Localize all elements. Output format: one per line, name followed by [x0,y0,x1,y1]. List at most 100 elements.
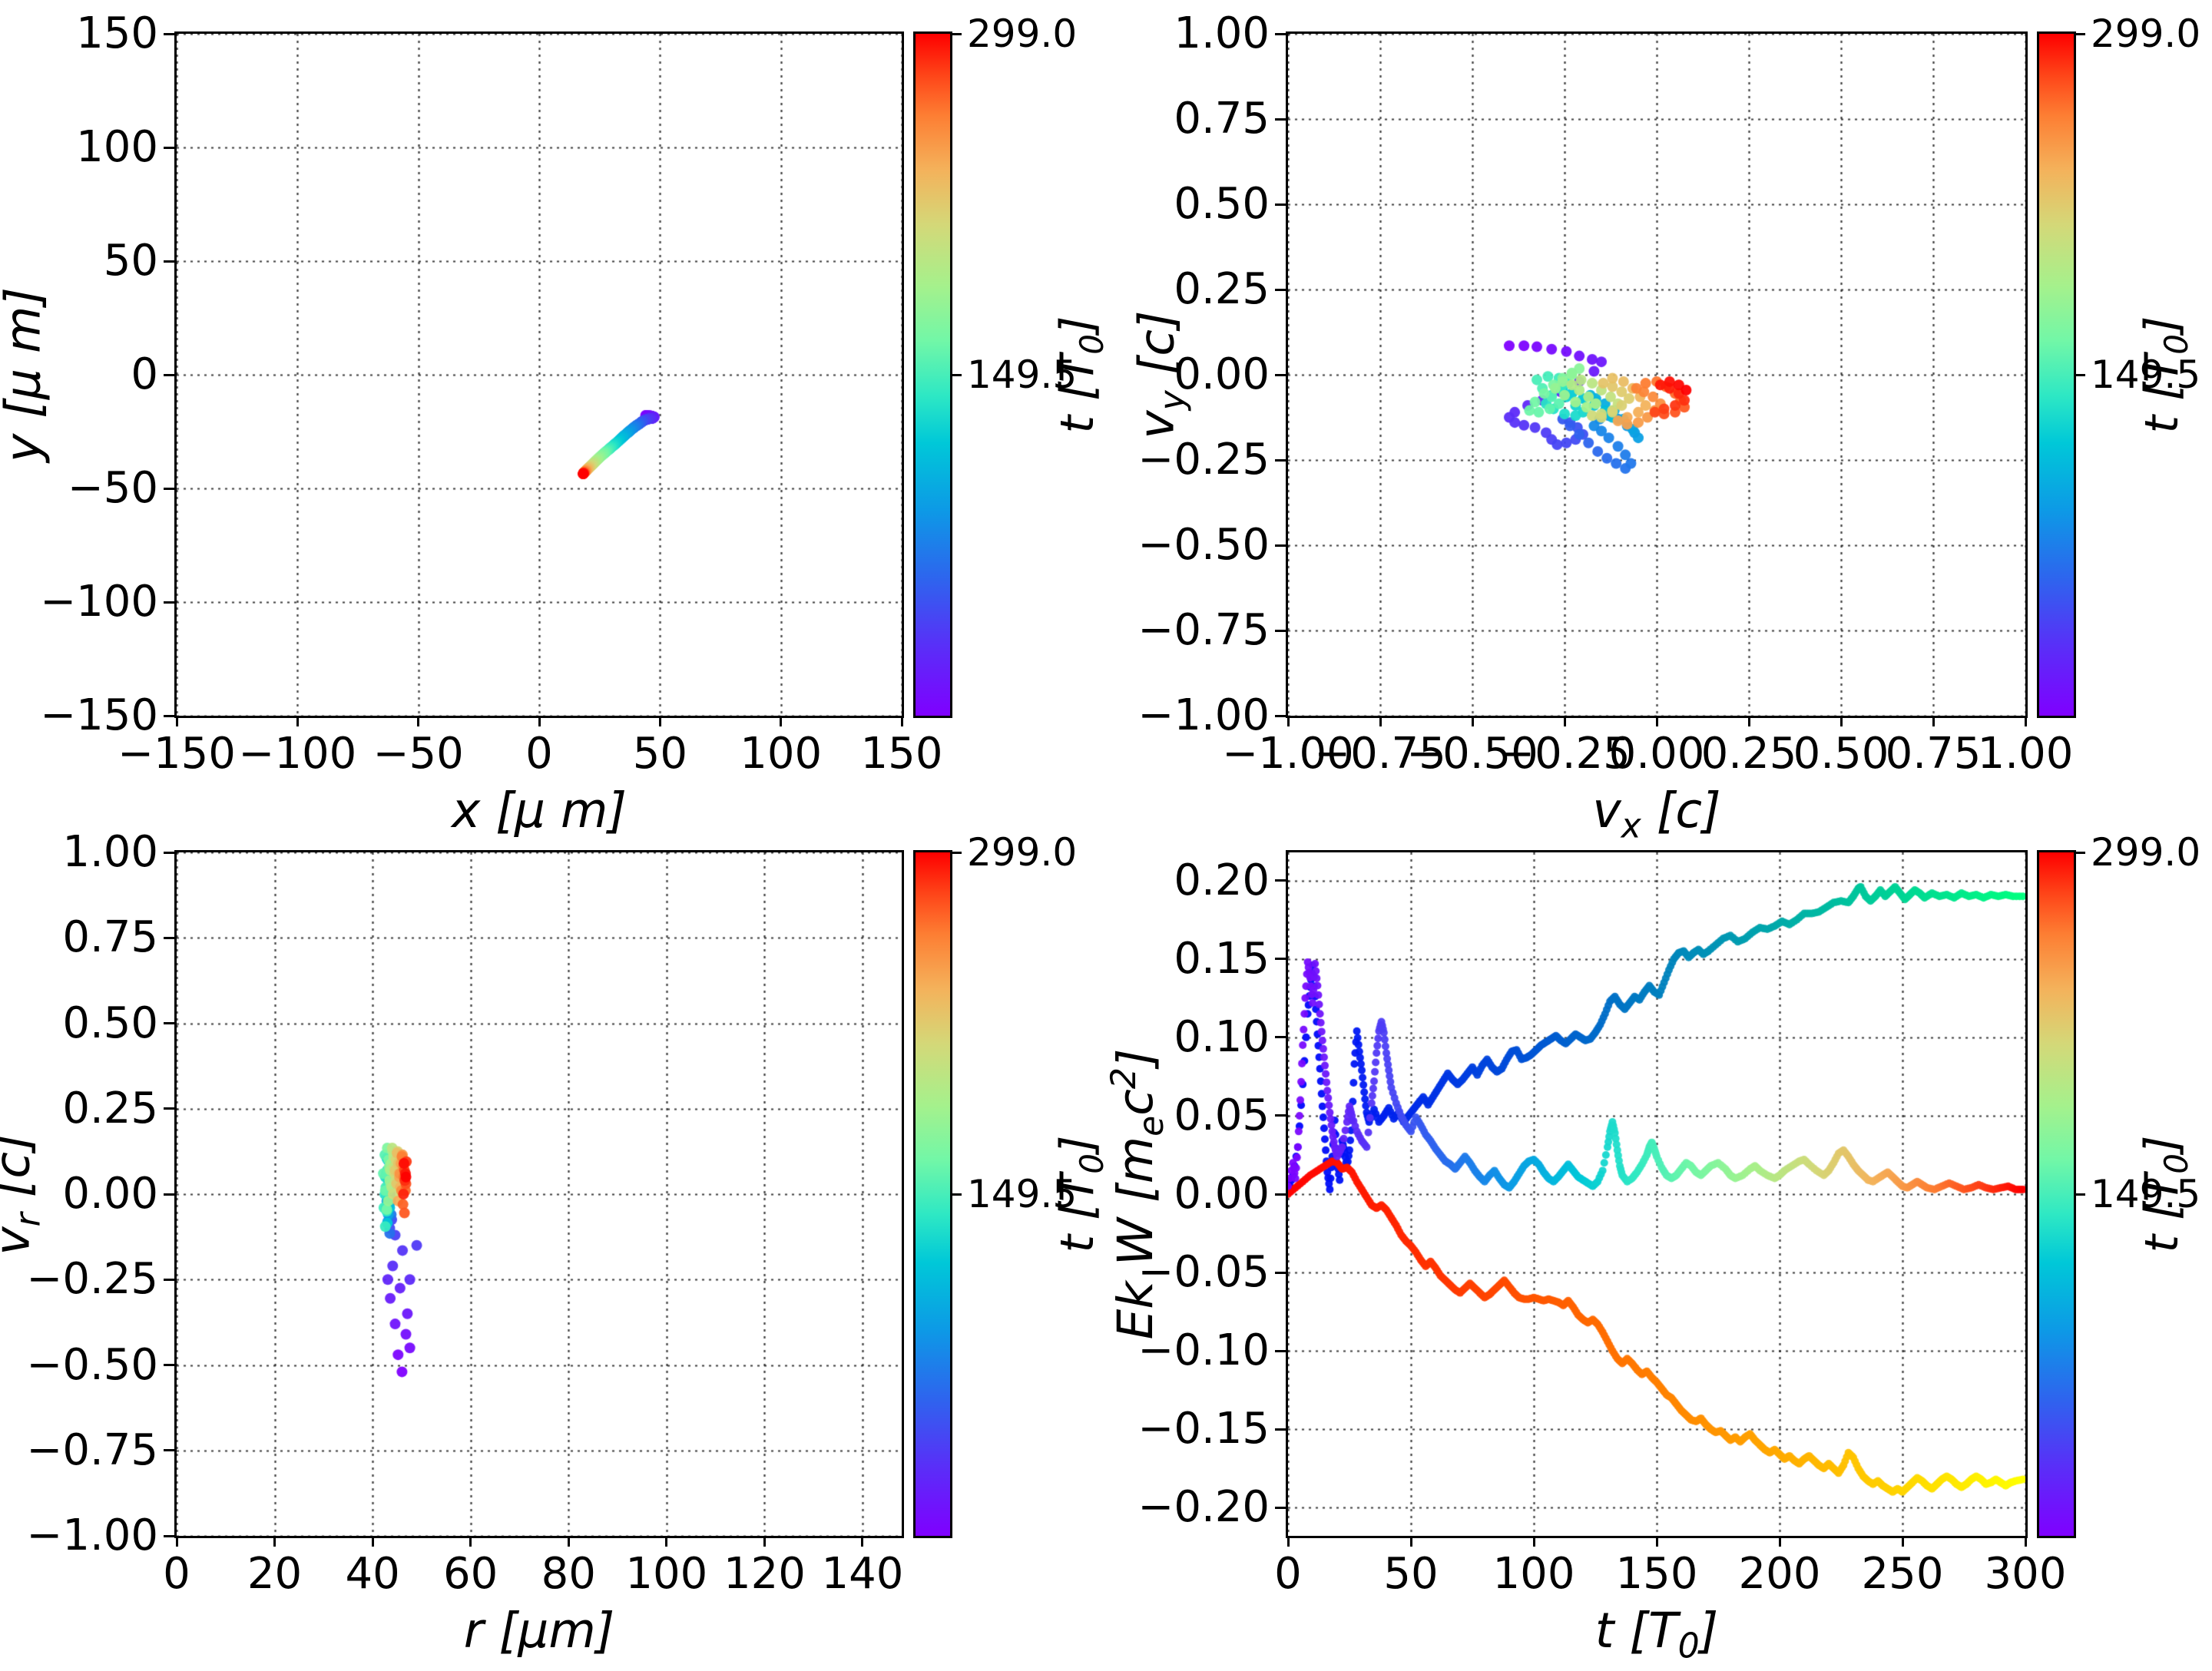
x-tick-mark [1655,716,1658,726]
y-tick-label: 150 [76,8,158,58]
y-tick-label: 0 [131,349,158,399]
x-tick-mark [1747,716,1750,726]
y-tick-mark [1275,544,1286,547]
colorbar-time-4 [2037,850,2076,1538]
x-tick-label: −0.75 [1314,729,1446,779]
y-tick-label: −0.50 [26,1339,158,1390]
plot-position-xy-canvas [177,34,902,716]
y-tick-mark [164,32,174,35]
x-tick-mark [1471,716,1474,726]
y-tick-mark [164,1449,174,1452]
y-tick-label: −100 [40,577,158,627]
colorbar-tick-mark [952,32,962,35]
x-tick-label: 20 [247,1549,303,1599]
x-tick-label: 0.25 [1700,729,1797,779]
y-tick-label: 0.75 [1174,94,1270,144]
x-tick-label: −0.25 [1498,729,1631,779]
x-tick-mark [175,1536,178,1547]
colorbar-tick-mark [952,851,962,854]
x-tick-mark [780,716,783,726]
y-tick-mark [1275,629,1286,632]
x-tick-label: 150 [860,729,943,779]
x-tick-label: 80 [541,1549,596,1599]
y-tick-mark [164,1022,174,1024]
x-tick-mark [861,1536,864,1547]
x-tick-mark [900,716,903,726]
y-tick-mark [164,1193,174,1196]
x-tick-label: 300 [1984,1549,2067,1599]
y-tick-label: 0.00 [1174,349,1270,399]
y-tick-mark [164,851,174,854]
x-tick-label: 150 [1615,1549,1698,1599]
y-tick-label: 0.50 [1174,179,1270,229]
x-tick-label: 120 [723,1549,806,1599]
x-tick-mark [2024,716,2027,726]
plot-position-xy [174,31,904,718]
x-tick-mark [273,1536,276,1547]
y-tick-label: −0.75 [26,1424,158,1475]
x-tick-label: 50 [1383,1549,1439,1599]
colorbar-gradient [2039,852,2074,1536]
colorbar-tick-label: 149.5 [967,1172,1078,1216]
colorbar-tick-label: 299.0 [967,830,1078,875]
y-tick-mark [1275,1271,1286,1274]
x-tick-mark [1655,1536,1658,1547]
y-tick-label: −0.50 [1137,520,1270,570]
x-tick-label: 200 [1738,1549,1821,1599]
colorbar-tick-label: 149.5 [2091,352,2201,397]
y-tick-mark [164,601,174,604]
colorbar-tick-mark [952,1193,962,1196]
y-tick-mark [1275,879,1286,882]
y-tick-label: −1.00 [1137,690,1270,740]
yaxis-label-radial-phase: vr [c] [0,1133,48,1255]
x-tick-mark [538,716,541,726]
x-tick-label: 140 [821,1549,904,1599]
x-tick-label: 0 [525,729,553,779]
x-tick-mark [665,1536,668,1547]
x-tick-label: 250 [1861,1549,1944,1599]
plot-energy-work-canvas [1288,852,2025,1536]
y-tick-label: −0.25 [26,1254,158,1305]
y-tick-mark [1275,1193,1286,1196]
x-tick-mark [417,716,420,726]
x-tick-label: −100 [238,729,357,779]
x-tick-mark [1563,716,1566,726]
y-tick-mark [164,146,174,149]
colorbar-gradient [916,852,950,1536]
y-tick-label: −0.75 [1137,605,1270,655]
colorbar-tick-mark [2076,32,2085,35]
x-tick-label: 0 [163,1549,190,1599]
y-tick-label: −50 [67,463,158,513]
y-tick-mark [164,1107,174,1110]
y-tick-label: −0.15 [1137,1404,1270,1454]
x-tick-mark [1532,1536,1535,1547]
x-tick-label: −50 [373,729,464,779]
y-tick-label: −1.00 [26,1511,158,1560]
y-tick-label: 0.20 [1174,855,1270,905]
x-tick-label: 1.00 [1977,729,2074,779]
y-tick-mark [1275,958,1286,961]
colorbar-time-3 [913,850,952,1538]
xaxis-label-position-xy: x [μ m] [452,783,627,839]
x-tick-mark [658,716,661,726]
y-tick-label: 0.00 [1174,1169,1270,1219]
x-tick-label: 100 [740,729,823,779]
y-tick-mark [164,1364,174,1366]
yaxis-label-position-xy: y [μ m] [0,287,51,462]
x-tick-mark [1286,716,1290,726]
colorbar-tick-label: 149.5 [2091,1172,2201,1216]
x-tick-mark [371,1536,374,1547]
y-tick-label: −0.25 [1137,435,1270,485]
y-tick-label: −150 [40,690,158,740]
y-tick-mark [164,373,174,376]
y-tick-label: −0.20 [1137,1482,1270,1533]
y-tick-mark [1275,1506,1286,1509]
y-tick-mark [164,714,174,717]
x-tick-label: 40 [345,1549,400,1599]
y-tick-mark [1275,203,1286,206]
plot-velocity-vxvy-canvas [1288,34,2025,716]
colorbar-time-1 [913,31,952,718]
y-tick-mark [1275,117,1286,121]
xaxis-label-energy-work: t [T0] [1594,1603,1719,1666]
